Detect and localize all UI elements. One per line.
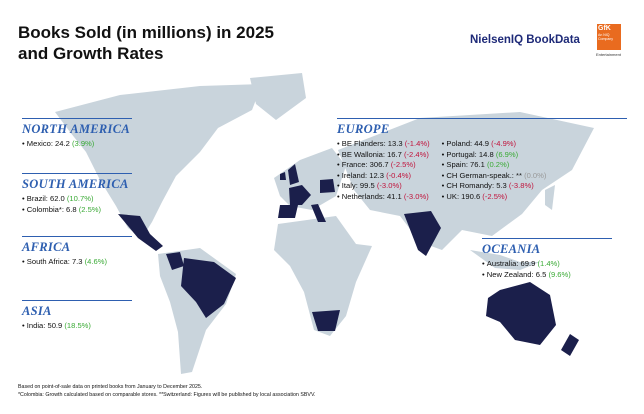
entry-label: CH Romandy: 5.3 (446, 181, 507, 190)
entry-growth: (-2.5%) (482, 191, 508, 201)
entry: Netherlands: 41.1 (-3.0%) (337, 192, 430, 203)
region: ASIA India: 50.9 (18.5%) (22, 300, 132, 332)
region-heading: NORTH AMERICA (22, 118, 132, 137)
region: NORTH AMERICA Mexico: 24.2 (3.9%) (22, 118, 132, 150)
entry-label: BE Wallonia: 16.7 (341, 149, 402, 159)
title-line: and Growth Rates (18, 44, 164, 63)
entry: Mexico: 24.2 (3.9%) (22, 139, 95, 150)
badge: GfK An NIQ Company (597, 24, 621, 50)
entry: Brazil: 62.0 (10.7%) (22, 194, 101, 205)
entry-growth: (1.4%) (537, 259, 560, 268)
columns: Brazil: 62.0 (10.7%)Colombia*: 6.8 (2.5%… (22, 194, 132, 215)
entry: South Africa: 7.3 (4.6%) (22, 257, 107, 268)
entry-label: Poland: 44.9 (446, 139, 490, 148)
entry-growth: (18.5%) (64, 321, 91, 330)
entry-label: BE Flanders: 13.3 (341, 139, 403, 148)
entry-growth: (3.9%) (71, 139, 95, 148)
entry-label: South Africa: 7.3 (26, 257, 83, 266)
entry-label: India: 50.9 (26, 321, 63, 330)
entry: Australia: 69.9 (1.4%) (482, 259, 571, 270)
columns: Australia: 69.9 (1.4%)New Zealand: 6.5 (… (482, 259, 612, 280)
entry-growth: (10.7%) (66, 194, 94, 203)
badge-tag: Entertainment (596, 52, 621, 57)
column: Australia: 69.9 (1.4%)New Zealand: 6.5 (… (482, 259, 571, 280)
badge-brand: GfK (598, 25, 611, 32)
entry-label: Spain: 76.1 (446, 160, 485, 169)
title-line: Books Sold (in millions) in 2025 (18, 23, 274, 42)
entry-label: Italy: 99.5 (341, 181, 375, 190)
entry-growth: (-3.0%) (403, 191, 429, 201)
entry-growth: (2.5%) (78, 204, 102, 214)
entry-growth: (0.0%) (524, 170, 547, 180)
entry: India: 50.9 (18.5%) (22, 321, 91, 332)
title: Books Sold (in millions) in 2025 and Grow… (18, 22, 274, 64)
entry-growth: (-3.8%) (508, 181, 534, 190)
entry-label: Brazil: 62.0 (26, 194, 65, 203)
region-heading: SOUTH AMERICA (22, 173, 132, 192)
entry-label: Australia: 69.9 (486, 259, 536, 268)
region: AFRICA South Africa: 7.3 (4.6%) (22, 236, 132, 268)
entry: Ireland: 12.3 (-0.4%) (337, 171, 430, 182)
entry: New Zealand: 6.5 (9.6%) (482, 270, 571, 281)
region: SOUTH AMERICABrazil: 62.0 (10.7%)Colombi… (22, 173, 132, 215)
entry: CH Romandy: 5.3 (-3.8%) (442, 181, 547, 192)
columns: BE Flanders: 13.3 (-1.4%)BE Wallonia: 16… (337, 139, 627, 202)
entry-label: UK: 190.6 (446, 191, 481, 201)
region: OCEANIAAustralia: 69.9 (1.4%)New Zealand… (482, 238, 612, 280)
entry-label: Ireland: 12.3 (341, 170, 384, 180)
badge-sub: An NIQ Company (598, 33, 613, 41)
region-heading: EUROPE (337, 118, 627, 137)
column: Brazil: 62.0 (10.7%)Colombia*: 6.8 (2.5%… (22, 194, 101, 215)
entry-growth: (0.2%) (486, 160, 510, 169)
entry-growth: (-0.4%) (386, 170, 412, 180)
entry-growth: (4.6%) (84, 257, 108, 266)
entry-growth: (-2.5%) (390, 160, 416, 169)
entry: Portugal: 14.8 (6.9%) (442, 150, 547, 161)
column: Mexico: 24.2 (3.9%) (22, 139, 95, 150)
entry: UK: 190.6 (-2.5%) (442, 192, 547, 203)
entry: Italy: 99.5 (-3.0%) (337, 181, 430, 192)
column: South Africa: 7.3 (4.6%) (22, 257, 107, 268)
entry: Poland: 44.9 (-4.9%) (442, 139, 547, 150)
footnote: *Colombia: Growth calculated based on co… (18, 392, 316, 398)
region: EUROPEBE Flanders: 13.3 (-1.4%)BE Wallon… (337, 118, 627, 202)
entry: France: 306.7 (-2.5%) (337, 160, 430, 171)
footnotes: Based on point-of-sale data on printed b… (18, 383, 315, 399)
entry-growth: (-2.4%) (404, 149, 429, 159)
columns: South Africa: 7.3 (4.6%) (22, 257, 132, 268)
entry-label: CH German-speak.: ** (446, 170, 522, 180)
column: BE Flanders: 13.3 (-1.4%)BE Wallonia: 16… (337, 139, 430, 202)
entry-growth: (9.6%) (548, 269, 571, 279)
region-heading: OCEANIA (482, 238, 612, 257)
columns: Mexico: 24.2 (3.9%) (22, 139, 132, 150)
entry-growth: (-3.0%) (376, 181, 402, 190)
entry-label: Colombia*: 6.8 (26, 204, 77, 214)
entry-label: Mexico: 24.2 (26, 139, 70, 148)
entry-growth: (6.9%) (495, 149, 519, 159)
entry: Colombia*: 6.8 (2.5%) (22, 205, 101, 216)
logo: NielsenIQ BookData (470, 34, 580, 46)
region-heading: ASIA (22, 300, 132, 319)
region-heading: AFRICA (22, 236, 132, 255)
column: Poland: 44.9 (-4.9%)Portugal: 14.8 (6.9%… (442, 139, 547, 203)
columns: India: 50.9 (18.5%) (22, 321, 132, 332)
column: India: 50.9 (18.5%) (22, 321, 91, 332)
entry-growth: (-1.4%) (404, 139, 430, 148)
entry: BE Flanders: 13.3 (-1.4%) (337, 139, 430, 150)
entry: BE Wallonia: 16.7 (-2.4%) (337, 150, 430, 161)
highlighted-countries (118, 164, 579, 356)
entry-label: France: 306.7 (341, 160, 389, 169)
entry-label: New Zealand: 6.5 (486, 269, 547, 279)
footnote: Based on point-of-sale data on printed b… (18, 384, 203, 390)
entry: Spain: 76.1 (0.2%) (442, 160, 547, 171)
entry: CH German-speak.: ** (0.0%) (442, 170, 547, 182)
entry-label: Netherlands: 41.1 (341, 191, 402, 201)
entry-label: Portugal: 14.8 (446, 149, 494, 159)
entry-growth: (-4.9%) (491, 139, 517, 148)
